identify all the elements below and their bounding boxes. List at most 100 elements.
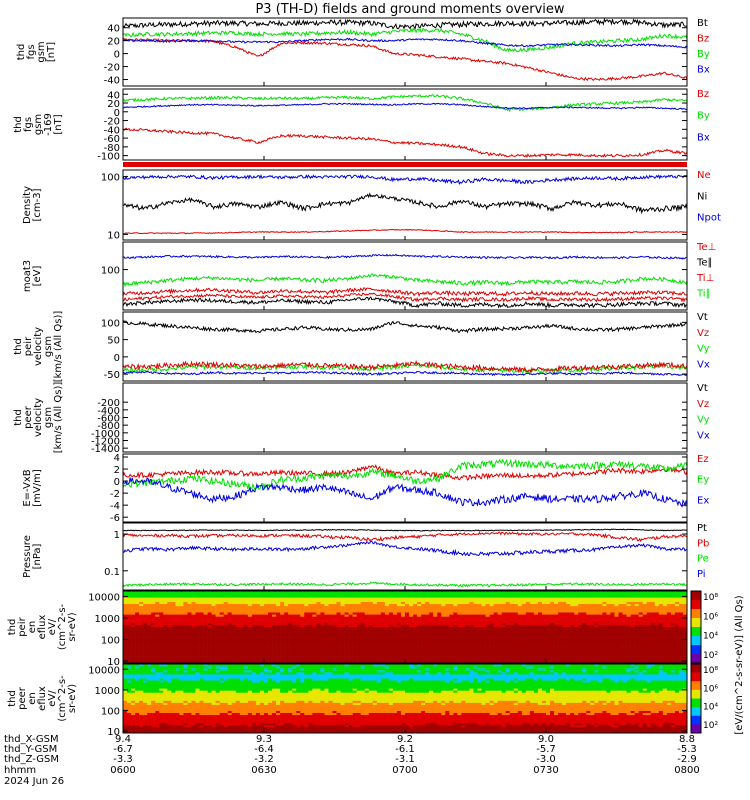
heatmap-cell [377, 627, 381, 629]
heatmap-cell [667, 595, 671, 597]
heatmap-cell [554, 599, 558, 601]
y-tick-label: 40 [107, 90, 120, 101]
heatmap-cell [361, 621, 365, 623]
heatmap-cell [643, 633, 647, 635]
heatmap-cell [602, 608, 606, 610]
heatmap-cell [183, 619, 187, 621]
heatmap-cell [659, 652, 663, 654]
heatmap-cell [212, 610, 216, 612]
heatmap-cell [127, 599, 131, 601]
heatmap-cell [405, 642, 409, 644]
heatmap-cell [655, 659, 659, 661]
heatmap-cell [304, 616, 308, 618]
panel-frame [123, 18, 687, 86]
heatmap-cell [667, 652, 671, 654]
heatmap-cell [357, 638, 361, 640]
heatmap-cell [300, 593, 304, 595]
heatmap-cell [574, 657, 578, 659]
heatmap-cell [506, 640, 510, 642]
heatmap-cell [316, 612, 320, 614]
heatmap-cell [655, 621, 659, 623]
heatmap-cell [248, 623, 252, 625]
heatmap-cell [361, 597, 365, 599]
heatmap-cell [586, 657, 590, 659]
heatmap-cell [127, 633, 131, 635]
heatmap-cell [280, 614, 284, 616]
heatmap-cell [292, 627, 296, 629]
heatmap-cell [635, 627, 639, 629]
heatmap-cell [498, 597, 502, 599]
heatmap-cell [324, 652, 328, 654]
heatmap-cell [272, 610, 276, 612]
heatmap-cell [377, 635, 381, 637]
heatmap-cell [413, 621, 417, 623]
heatmap-cell [671, 640, 675, 642]
heatmap-cell [397, 597, 401, 599]
heatmap-cell [542, 602, 546, 604]
heatmap-cell [433, 646, 437, 648]
heatmap-cell [457, 602, 461, 604]
heatmap-cell [224, 640, 228, 642]
heatmap-cell [502, 648, 506, 650]
heatmap-cell [663, 648, 667, 650]
heatmap-cell [590, 616, 594, 618]
heatmap-cell [228, 648, 232, 650]
heatmap-cell [619, 633, 623, 635]
heatmap-cell [409, 604, 413, 606]
heatmap-cell [530, 657, 534, 659]
heatmap-cell [663, 657, 667, 659]
heatmap-cell [256, 614, 260, 616]
heatmap-cell [216, 614, 220, 616]
heatmap-cell [139, 623, 143, 625]
heatmap-cell [300, 606, 304, 608]
heatmap-cell [163, 614, 167, 616]
heatmap-cell [570, 657, 574, 659]
heatmap-cell [433, 652, 437, 654]
heatmap-cell [643, 635, 647, 637]
heatmap-cell [659, 644, 663, 646]
heatmap-cell [256, 631, 260, 633]
heatmap-cell [397, 593, 401, 595]
heatmap-cell [369, 608, 373, 610]
heatmap-cell [409, 648, 413, 650]
heatmap-cell [655, 614, 659, 616]
heatmap-cell [546, 646, 550, 648]
heatmap-cell [675, 642, 679, 644]
heatmap-cell [671, 606, 675, 608]
heatmap-cell [212, 616, 216, 618]
heatmap-cell [393, 606, 397, 608]
heatmap-cell [316, 642, 320, 644]
heatmap-cell [212, 595, 216, 597]
heatmap-cell [506, 593, 510, 595]
heatmap-cell [320, 599, 324, 601]
heatmap-cell [389, 599, 393, 601]
heatmap-cell [324, 638, 328, 640]
heatmap-cell [421, 629, 425, 631]
heatmap-cell [377, 606, 381, 608]
heatmap-cell [558, 631, 562, 633]
heatmap-cell [409, 623, 413, 625]
heatmap-cell [179, 619, 183, 621]
heatmap-cell [393, 610, 397, 612]
heatmap-cell [163, 642, 167, 644]
heatmap-cell [554, 633, 558, 635]
heatmap-cell [619, 597, 623, 599]
heatmap-cell [445, 659, 449, 661]
heatmap-cell [337, 597, 341, 599]
heatmap-cell [256, 644, 260, 646]
y-tick-label: 100 [101, 318, 120, 329]
heatmap-cell [276, 638, 280, 640]
heatmap-cell [675, 619, 679, 621]
heatmap-cell [123, 610, 127, 612]
heatmap-cell [208, 625, 212, 627]
heatmap-cell [534, 640, 538, 642]
heatmap-cell [252, 597, 256, 599]
heatmap-cell [252, 610, 256, 612]
y-tick-label: -20 [104, 63, 120, 74]
heatmap-cell [284, 623, 288, 625]
heatmap-cell [510, 619, 514, 621]
heatmap-cell [478, 604, 482, 606]
heatmap-cell [393, 599, 397, 601]
heatmap-cell [502, 655, 506, 657]
heatmap-cell [373, 659, 377, 661]
